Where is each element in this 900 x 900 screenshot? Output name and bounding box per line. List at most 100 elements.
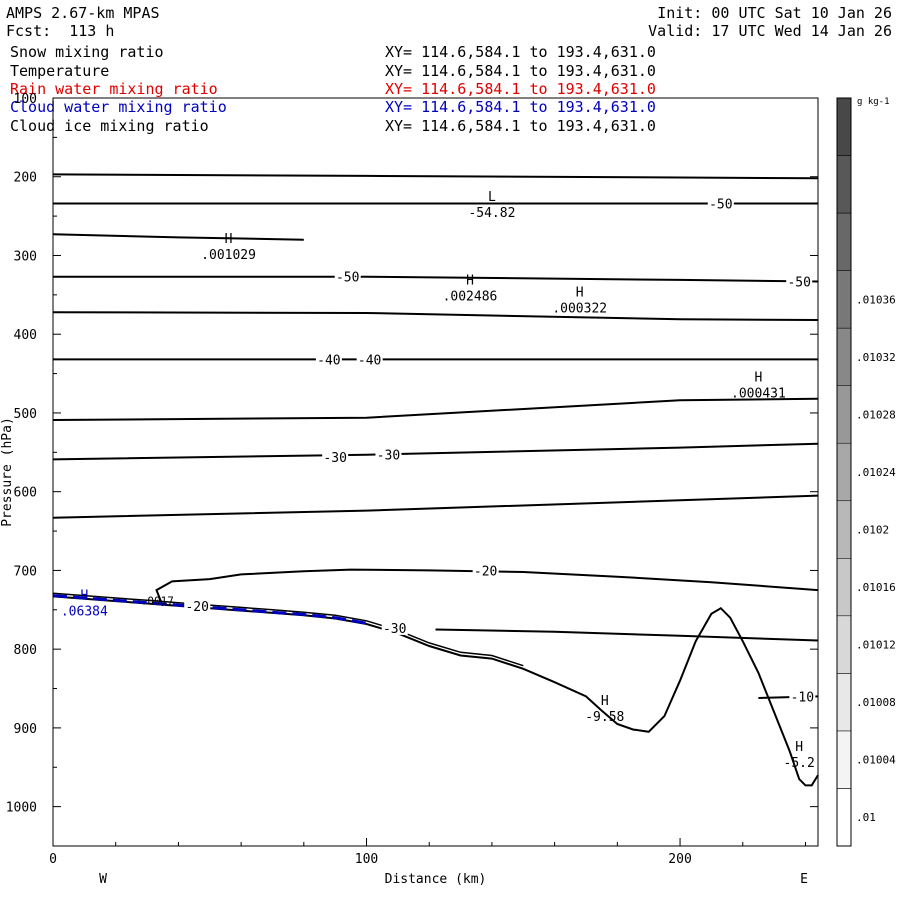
contour-label-bg <box>375 446 402 462</box>
colorbar: .01 .01004 .01008 .01012 .01016 .0102 .01024 .0… <box>836 97 896 847</box>
terrain-surface <box>52 595 819 787</box>
extrema-mark: H <box>225 232 233 247</box>
cloud-water-contour <box>52 594 367 625</box>
extrema-value: .06384 <box>61 605 108 620</box>
field-xy-temperature: XY= 114.6,584.1 to 193.4,631.0 <box>385 62 656 80</box>
y-tick-label: 100 <box>14 92 37 107</box>
colorbar-tick-label: .01032 <box>856 351 896 364</box>
contour-label: -50 <box>709 198 732 213</box>
colorbar-tick-label: .01012 <box>856 639 896 652</box>
field-name-cloud-ice: Cloud ice mixing ratio <box>10 117 209 135</box>
colorbar-bin <box>836 500 852 559</box>
colorbar-bin <box>836 673 852 732</box>
contour-labels: -50-50 -50-40 -40-30 -30-20-20-30-10H.00102… <box>61 190 816 771</box>
y-tick-label: 700 <box>14 564 37 579</box>
colorbar-tick-label: .0102 <box>856 524 889 537</box>
extrema-mark: H <box>80 589 88 604</box>
contour-label: -30 <box>377 449 400 464</box>
temperature-contour <box>52 233 304 241</box>
extrema-mark: H <box>755 371 763 386</box>
contour-label-bg <box>789 688 816 704</box>
extrema-mark: H <box>795 740 803 755</box>
y-tick-label: 200 <box>14 171 37 186</box>
x-tick-label: 100 <box>355 852 378 867</box>
temperature-contour <box>52 442 819 461</box>
terrain <box>52 592 819 787</box>
east-label: E <box>800 872 808 887</box>
terrain-surface-upper <box>52 592 524 667</box>
temperature-contour <box>435 628 819 642</box>
contour-label-bg <box>315 351 342 367</box>
temperature-contour <box>53 275 819 283</box>
colorbar-tick-label: .01024 <box>856 466 896 479</box>
colorbar-bin <box>836 97 852 156</box>
y-tick-label: 1000 <box>6 801 37 816</box>
extrema-value: -5.2 <box>784 756 815 771</box>
colorbar-bin <box>836 270 852 329</box>
contour-label-bg <box>334 268 361 284</box>
field-xy-snow: XY= 114.6,584.1 to 193.4,631.0 <box>385 43 656 61</box>
y-tick-label: 300 <box>14 249 37 264</box>
y-tick-label: 900 <box>14 722 37 737</box>
x-tick-label: 0 <box>49 852 57 867</box>
contour-label-bg <box>381 619 408 635</box>
colorbar-bin <box>836 788 852 847</box>
contour-label: -40 <box>317 353 340 368</box>
contour-label: -50 <box>787 275 810 290</box>
contour-label-bg <box>707 195 734 211</box>
colorbar-bin <box>836 558 852 617</box>
y-axis-label: Pressure (hPa) <box>0 417 15 527</box>
extrema-value: .001029 <box>201 248 256 263</box>
field-xy-rain: XY= 114.6,584.1 to 193.4,631.0 <box>385 80 656 98</box>
field-name-rain: Rain water mixing ratio <box>10 80 218 98</box>
colorbar-bin <box>836 327 852 386</box>
colorbar-tick-label: .01036 <box>856 293 896 306</box>
extrema-mark: H <box>466 274 474 289</box>
colorbar-units: g kg-1 <box>857 97 890 107</box>
contour-label-bg <box>786 273 813 289</box>
field-xy-cloud-water: XY= 114.6,584.1 to 193.4,631.0 <box>385 98 656 116</box>
y-tick-label: 800 <box>14 643 37 658</box>
temperature-contours <box>52 173 819 699</box>
colorbar-frame <box>836 97 852 847</box>
plot-frame <box>52 97 819 847</box>
colorbar-tick-label: .01004 <box>856 754 896 767</box>
colorbar-bin <box>836 155 852 214</box>
x-tick-label: 200 <box>668 852 691 867</box>
colorbar-tick-label: .01028 <box>856 408 896 421</box>
colorbar-tick-label: .01008 <box>856 696 896 709</box>
contour-label: -10 <box>791 690 814 705</box>
extrema-mark: H <box>576 286 584 301</box>
contour-label: -40 <box>358 353 381 368</box>
contour-label: -50 <box>336 271 359 286</box>
extrema-value: .000322 <box>552 302 607 317</box>
extrema-mark: L <box>488 190 496 205</box>
west-label: W <box>99 872 107 887</box>
y-tick-label: 400 <box>14 328 37 343</box>
valid-time: Valid: 17 UTC Wed 14 Jan 26 <box>648 22 892 40</box>
model-title: AMPS 2.67-km MPAS <box>6 4 160 22</box>
extrema-value: .000431 <box>731 387 786 402</box>
init-time: Init: 00 UTC Sat 10 Jan 26 <box>657 4 892 22</box>
extrema-mark: H <box>601 694 609 709</box>
contour-small-label: .0017 <box>141 594 174 607</box>
extrema-value: .002486 <box>443 290 498 305</box>
contour-label: -30 <box>383 622 406 637</box>
temperature-contour <box>52 311 819 321</box>
contour-label: -30 <box>323 451 346 466</box>
colorbar-tick-label: .01016 <box>856 581 896 594</box>
y-tick-label: 600 <box>14 486 37 501</box>
temperature-contour <box>155 568 819 607</box>
y-tick-label: 500 <box>14 407 37 422</box>
contour-label: -20 <box>474 564 497 579</box>
colorbar-bin <box>836 442 852 501</box>
field-xy-cloud-ice: XY= 114.6,584.1 to 193.4,631.0 <box>385 117 656 135</box>
forecast-hour: Fcst: 113 h <box>6 22 115 40</box>
contour-label-bg <box>472 562 499 578</box>
contour-label-bg <box>356 351 383 367</box>
contour-label: -20 <box>185 600 208 615</box>
x-axis-label: Distance (km) <box>385 872 487 887</box>
field-name-snow: Snow mixing ratio <box>10 43 164 61</box>
contour-label-bg <box>184 597 211 613</box>
